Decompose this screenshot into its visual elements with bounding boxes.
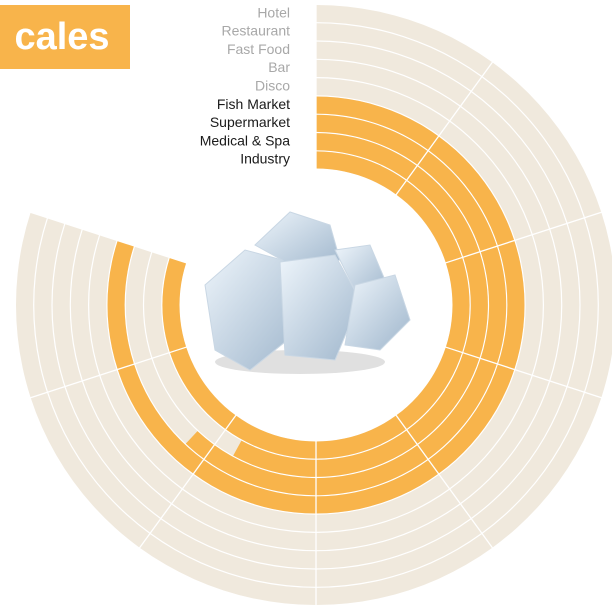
tick-divider [395,61,494,196]
category-label: Fish Market [217,96,290,112]
tick-divider [395,414,494,549]
tick-divider [29,211,188,264]
category-label: Disco [255,77,290,93]
category-label: Fast Food [227,41,290,57]
tick-divider [444,346,603,399]
bar [185,114,507,496]
category-label: Industry [240,151,290,167]
title-box [0,5,130,69]
rings [16,4,612,606]
category-label: Restaurant [222,23,291,39]
tick-divider [29,346,188,399]
category-label: Supermarket [210,114,290,130]
tick-divider [138,414,237,549]
tick-divider [444,211,603,264]
category-label: Bar [268,59,290,75]
ice-image [204,211,411,374]
category-label: Medical & Spa [200,132,290,148]
category-label: Hotel [257,4,290,20]
chart-title: cales [14,16,109,58]
